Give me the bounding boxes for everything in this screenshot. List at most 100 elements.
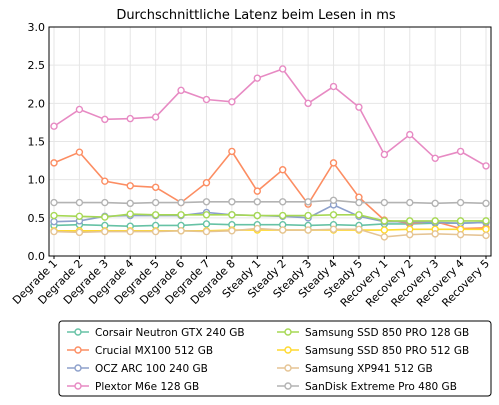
y-tick-label: 2.5	[28, 59, 46, 72]
data-point	[406, 217, 414, 225]
legend-label: Crucial MX100 512 GB	[95, 345, 213, 357]
data-point	[329, 159, 338, 167]
data-point	[482, 199, 490, 208]
data-point	[279, 226, 287, 234]
data-point	[329, 82, 338, 91]
data-point	[279, 198, 287, 206]
data-point	[177, 211, 185, 219]
data-point	[380, 150, 389, 159]
data-point	[126, 199, 134, 208]
series-7	[50, 196, 490, 208]
data-point	[177, 198, 185, 207]
data-point	[126, 227, 134, 236]
legend-entry: Crucial MX100 512 GB	[67, 345, 213, 357]
legend-entry: Corsair Neutron GTX 240 GB	[67, 327, 245, 339]
data-point	[431, 154, 439, 162]
data-point	[151, 198, 160, 207]
data-point	[380, 233, 389, 241]
series-line	[53, 227, 487, 238]
data-point	[126, 182, 134, 190]
data-point	[202, 211, 211, 219]
legend-marker	[74, 328, 82, 336]
data-point	[329, 211, 338, 219]
data-point	[75, 105, 84, 114]
legend-marker	[74, 382, 82, 390]
data-point	[329, 225, 338, 233]
data-point	[126, 210, 134, 218]
legend-marker	[284, 382, 292, 390]
data-point	[101, 213, 109, 221]
data-point	[355, 211, 363, 219]
data-point	[431, 217, 439, 225]
series-layer	[50, 65, 490, 241]
y-tick-label: 2.0	[28, 97, 46, 110]
data-point	[380, 198, 389, 207]
data-point	[304, 226, 312, 234]
data-point	[355, 198, 363, 207]
data-point	[50, 227, 58, 236]
series-line	[53, 213, 486, 222]
data-point	[126, 114, 134, 123]
data-point	[202, 227, 211, 236]
data-point	[456, 147, 465, 156]
data-point	[202, 220, 211, 228]
y-tick-label: 3.0	[28, 21, 46, 34]
legend-entry: SanDisk Extreme Pro 480 GB	[277, 381, 457, 393]
data-point	[151, 227, 160, 236]
data-point	[177, 227, 185, 235]
plot-frame	[48, 26, 492, 257]
legend-entry: Samsung SSD 850 PRO 512 GB	[277, 345, 469, 357]
data-point	[456, 230, 465, 239]
data-point	[151, 113, 160, 121]
legend-box	[58, 320, 492, 397]
data-point	[380, 217, 389, 225]
data-point	[151, 183, 160, 192]
y-tick-label: 0.5	[28, 212, 46, 225]
data-point	[228, 147, 236, 156]
data-point	[355, 225, 363, 233]
legend-label: Samsung XP941 512 GB	[305, 363, 433, 375]
data-point	[279, 211, 287, 220]
data-point	[304, 99, 312, 108]
data-point	[253, 198, 261, 206]
legend-marker	[284, 346, 292, 354]
data-point	[329, 196, 338, 204]
data-point	[228, 98, 236, 106]
data-point	[75, 228, 84, 237]
data-point	[228, 211, 236, 219]
legend-label: Corsair Neutron GTX 240 GB	[95, 327, 245, 339]
data-point	[482, 162, 490, 170]
data-point	[75, 212, 84, 221]
data-point	[151, 211, 160, 219]
y-tick-label: 1.5	[28, 136, 46, 149]
legend-entry: Samsung XP941 512 GB	[277, 363, 433, 375]
data-point	[75, 198, 84, 207]
series-1	[50, 147, 490, 233]
data-point	[431, 230, 439, 238]
series-line	[54, 199, 487, 205]
legend-label: OCZ ARC 100 240 GB	[95, 363, 208, 375]
data-point	[101, 115, 109, 124]
legend-label: SanDisk Extreme Pro 480 GB	[305, 381, 457, 393]
data-point	[253, 187, 261, 195]
data-point	[406, 198, 414, 207]
data-point	[406, 130, 414, 139]
y-axis: 0.0 0.5 1.0 1.5 2.0 2.5 3.0	[28, 21, 46, 263]
series-line	[53, 221, 487, 228]
legend-entry: Samsung SSD 850 PRO 128 GB	[277, 327, 469, 339]
data-point	[279, 166, 287, 174]
data-point	[355, 103, 363, 111]
data-point	[202, 179, 211, 187]
legend: Corsair Neutron GTX 240 GB Crucial MX100 …	[58, 320, 492, 397]
data-point	[456, 198, 465, 207]
legend-marker	[74, 364, 82, 372]
data-point	[228, 198, 236, 206]
data-point	[304, 211, 312, 220]
series-2	[50, 201, 490, 227]
data-point	[101, 177, 109, 185]
series-3	[50, 65, 490, 170]
data-point	[50, 217, 58, 226]
legend-marker	[284, 328, 292, 336]
